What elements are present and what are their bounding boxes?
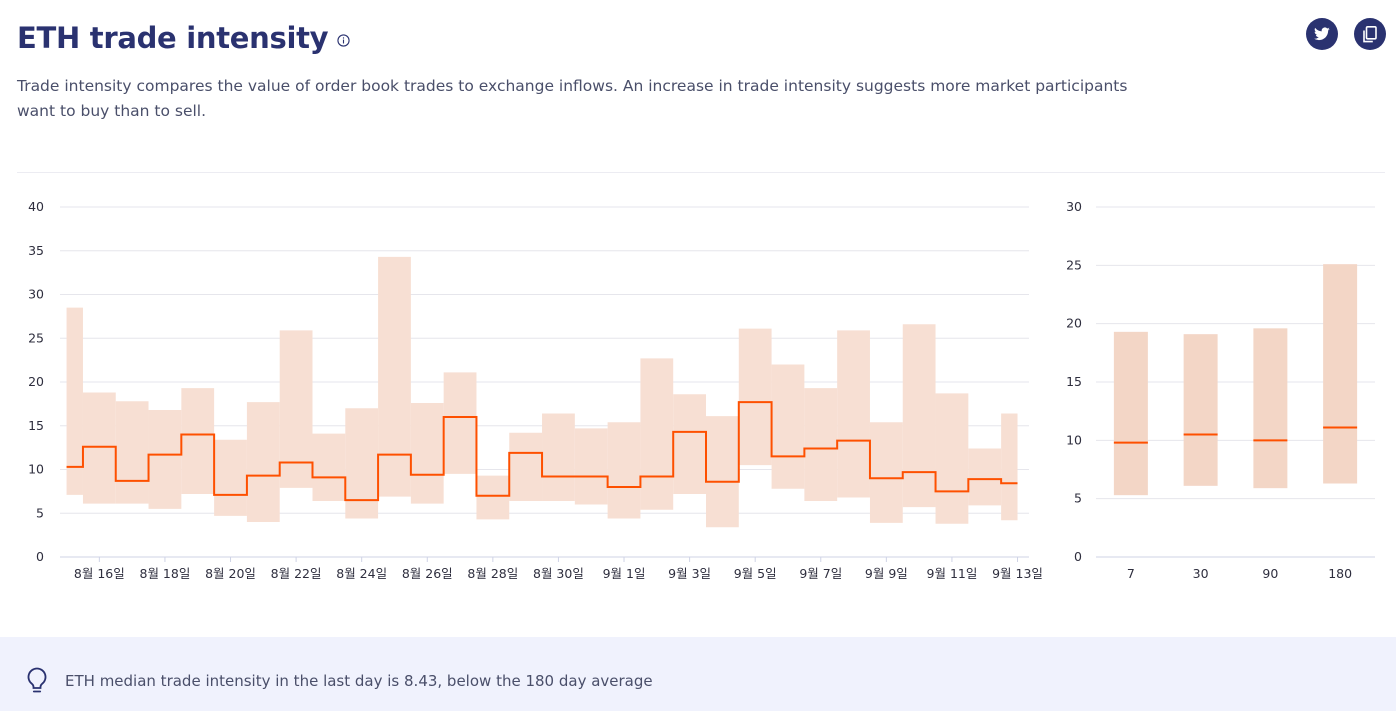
y-tick-label: 25 — [1066, 257, 1082, 272]
x-tick-label: 8월 16일 — [74, 566, 125, 581]
twitter-share-button[interactable] — [1306, 18, 1338, 50]
header-divider — [17, 172, 1385, 173]
x-tick-label: 90 — [1262, 566, 1278, 581]
y-tick-label: 35 — [28, 243, 44, 258]
range-band — [837, 330, 870, 498]
range-band — [640, 358, 674, 510]
x-tick-label: 30 — [1193, 566, 1209, 581]
x-tick-label: 9월 5일 — [734, 566, 777, 581]
y-tick-label: 5 — [36, 505, 44, 520]
range-band — [214, 439, 247, 516]
x-tick-label: 8월 18일 — [140, 566, 191, 581]
y-tick-label: 5 — [1074, 491, 1082, 506]
range-band — [607, 422, 641, 519]
range-band — [804, 388, 838, 501]
main-step-chart: 0 5 10 15 20 25 30 35 40 8월 16일 8월 18일 8월 20일 8월 22일… — [28, 199, 1043, 581]
range-band — [82, 392, 116, 504]
y-tick-label: 20 — [28, 374, 44, 389]
y-tick-label: 10 — [1066, 432, 1082, 447]
x-tick-label: 9월 3일 — [668, 566, 711, 581]
x-tick-label: 9월 9일 — [865, 566, 908, 581]
y-tick-label: 20 — [1066, 316, 1082, 331]
lightbulb-icon — [27, 667, 47, 693]
x-tick-label: 9월 11일 — [927, 566, 978, 581]
x-tick-label: 8월 24일 — [336, 566, 387, 581]
x-tick-label: 9월 13일 — [992, 566, 1043, 581]
insight-banner: ETH median trade intensity in the last d… — [0, 637, 1396, 711]
range-band — [706, 416, 739, 528]
chart-area: 0 5 10 15 20 25 30 35 40 8월 16일 8월 18일 8월 20일 8월 22일… — [28, 199, 1375, 581]
median-line — [66, 401, 1018, 502]
x-tick-label: 180 — [1328, 566, 1352, 581]
twitter-icon — [1314, 27, 1330, 41]
range-band — [148, 410, 182, 509]
range-band — [738, 328, 772, 466]
summary-box — [1323, 264, 1358, 484]
y-tick-label: 30 — [1066, 199, 1082, 214]
x-tick-label: 9월 1일 — [603, 566, 646, 581]
range-band — [279, 330, 313, 488]
range-band — [574, 428, 608, 505]
x-tick-label: 8월 20일 — [205, 566, 256, 581]
range-band — [443, 372, 477, 474]
summary-box — [1183, 334, 1218, 486]
chart-description: Trade intensity compares the value of or… — [17, 77, 1128, 120]
y-tick-label: 40 — [28, 199, 44, 214]
range-band — [66, 307, 83, 495]
range-band — [378, 256, 411, 497]
info-icon[interactable] — [337, 33, 350, 47]
title-row: ETH trade intensity — [17, 18, 350, 58]
y-tick-label: 15 — [28, 418, 44, 433]
range-band — [935, 393, 969, 524]
x-tick-label: 8월 22일 — [271, 566, 322, 581]
copy-icon — [1363, 25, 1377, 42]
summary-box — [1253, 328, 1288, 489]
range-band — [181, 388, 215, 494]
y-tick-label: 0 — [1074, 549, 1082, 564]
summary-box — [1113, 331, 1148, 496]
range-band — [476, 475, 510, 520]
range-band — [968, 448, 1002, 506]
range-band — [410, 403, 444, 504]
copy-link-button[interactable] — [1354, 18, 1386, 50]
x-tick-label: 8월 26일 — [402, 566, 453, 581]
range-band — [1001, 413, 1018, 521]
x-tick-label: 7 — [1127, 566, 1135, 581]
range-band — [542, 413, 575, 501]
x-tick-label: 9월 7일 — [799, 566, 842, 581]
y-tick-label: 30 — [28, 287, 44, 302]
range-band — [509, 432, 543, 501]
range-band — [771, 364, 805, 489]
range-band — [312, 433, 346, 501]
insight-text: ETH median trade intensity in the last d… — [65, 672, 653, 690]
range-band — [345, 408, 379, 519]
range-band — [115, 401, 149, 504]
y-tick-label: 0 — [36, 549, 44, 564]
range-band — [902, 324, 936, 508]
range-band — [869, 422, 903, 523]
y-tick-label: 25 — [28, 330, 44, 345]
x-tick-label: 8월 28일 — [467, 566, 518, 581]
summary-box-chart: 0 5 10 15 20 25 30 7 30 90 180 — [1066, 199, 1375, 581]
page-title: ETH trade intensity — [17, 21, 329, 55]
x-tick-label: 8월 30일 — [533, 566, 584, 581]
range-band — [673, 394, 706, 494]
y-tick-label: 15 — [1066, 374, 1082, 389]
y-tick-label: 10 — [28, 462, 44, 477]
range-band — [246, 402, 280, 522]
